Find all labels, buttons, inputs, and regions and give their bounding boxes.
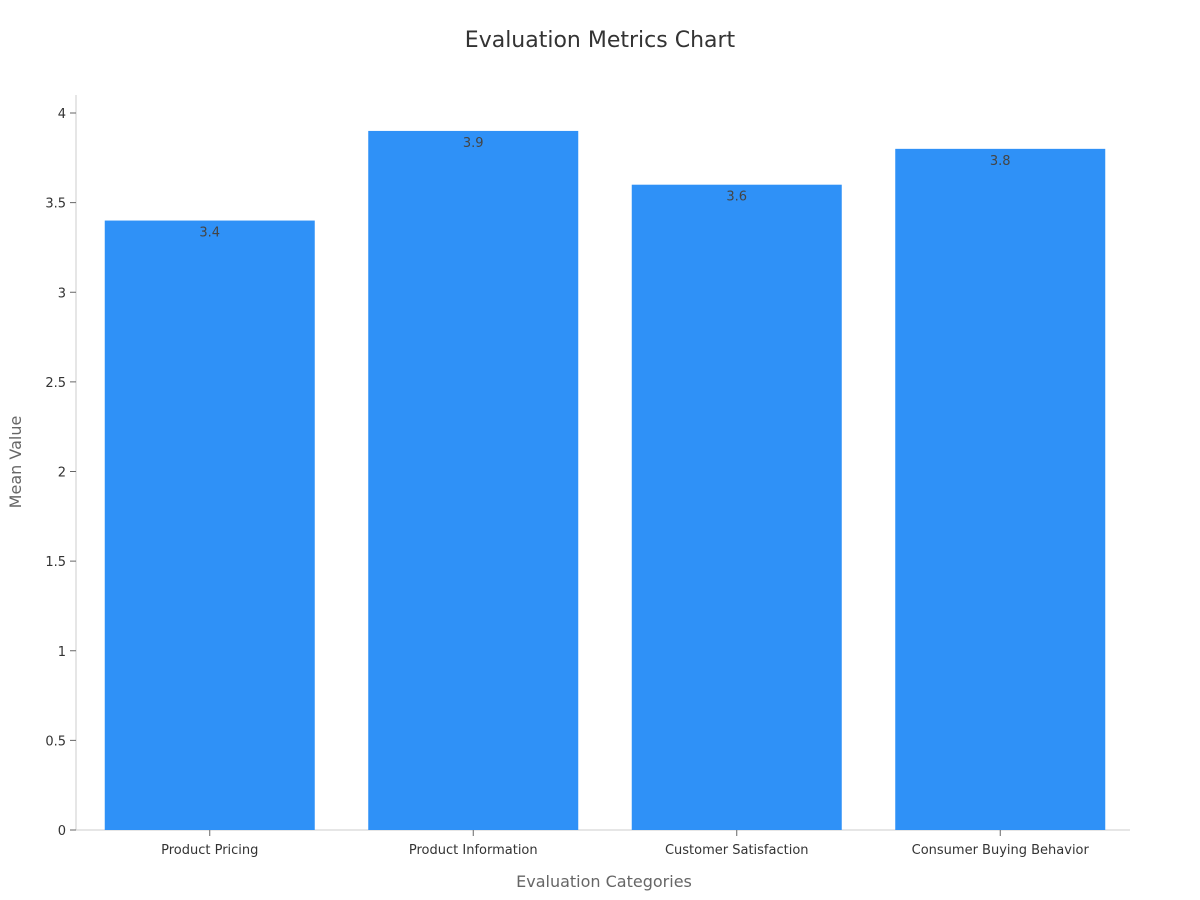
data-label: 3.9 [463, 136, 484, 151]
data-label: 3.4 [199, 226, 220, 241]
data-label: 3.8 [990, 154, 1011, 169]
y-axis-label: Mean Value [6, 416, 25, 509]
y-tick-label: 1 [58, 645, 66, 660]
y-tick-label: 0 [58, 824, 66, 839]
x-axis-label: Evaluation Categories [516, 872, 692, 891]
x-tick-label: Consumer Buying Behavior [912, 843, 1090, 858]
chart-title: Evaluation Metrics Chart [465, 28, 736, 53]
bar [104, 220, 315, 831]
y-tick-label: 1.5 [45, 555, 66, 570]
x-tick-label: Customer Satisfaction [665, 843, 809, 858]
y-tick-label: 3.5 [45, 197, 66, 212]
x-tick-label: Product Information [409, 843, 538, 858]
bar [895, 148, 1106, 831]
y-tick-label: 2.5 [45, 376, 66, 391]
y-tick-label: 2 [58, 466, 66, 481]
bar [368, 130, 579, 831]
bar [631, 184, 842, 830]
y-tick-label: 4 [58, 107, 66, 122]
y-tick-label: 0.5 [45, 734, 66, 749]
data-label: 3.6 [726, 190, 747, 205]
x-tick-label: Product Pricing [161, 843, 258, 858]
y-tick-label: 3 [58, 286, 66, 301]
